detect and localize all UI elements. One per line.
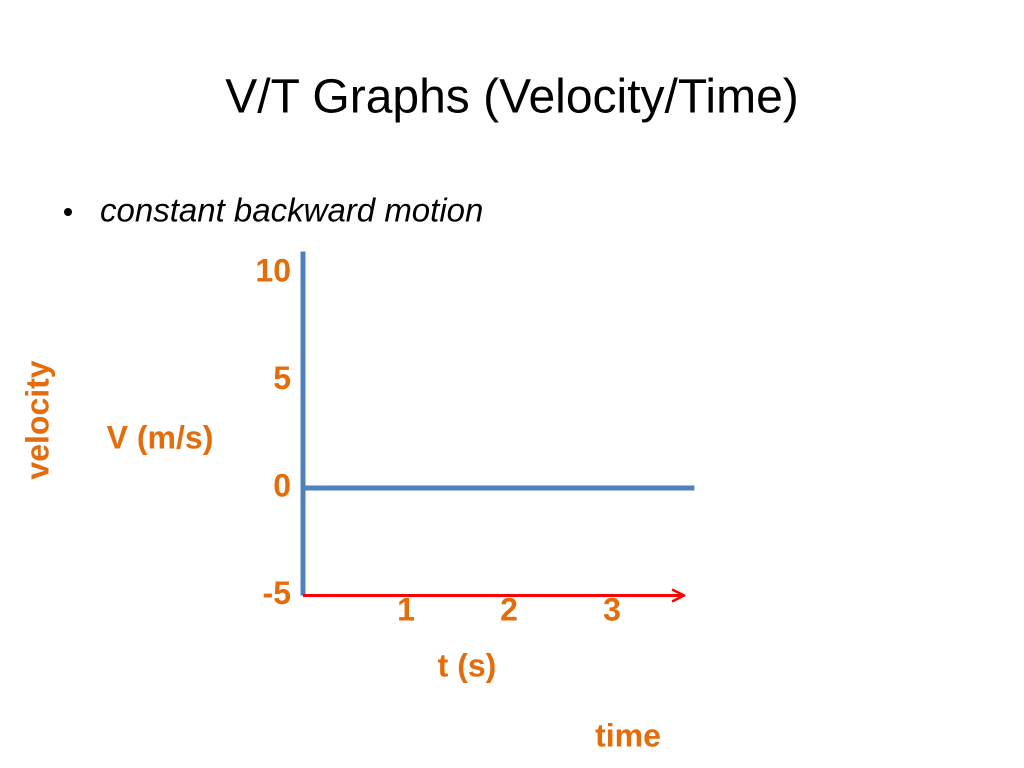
- y-tick-label: 0: [273, 467, 291, 503]
- x-tick-label: 1: [397, 591, 415, 627]
- x-tick-label: 2: [500, 591, 518, 627]
- y-side-label: velocity: [19, 360, 55, 479]
- slide-title: V/T Graphs (Velocity/Time): [225, 71, 799, 124]
- y-tick-label: -5: [263, 575, 291, 611]
- bullet-text: constant backward motion: [100, 192, 483, 229]
- bullet-dot: [64, 208, 72, 216]
- x-tick-label: 3: [603, 591, 621, 627]
- y-axis-label: V (m/s): [107, 419, 214, 455]
- y-tick-label: 5: [273, 360, 291, 396]
- x-axis-label: t (s): [438, 647, 497, 683]
- y-tick-label: 10: [255, 252, 291, 288]
- x-side-label: time: [595, 717, 661, 753]
